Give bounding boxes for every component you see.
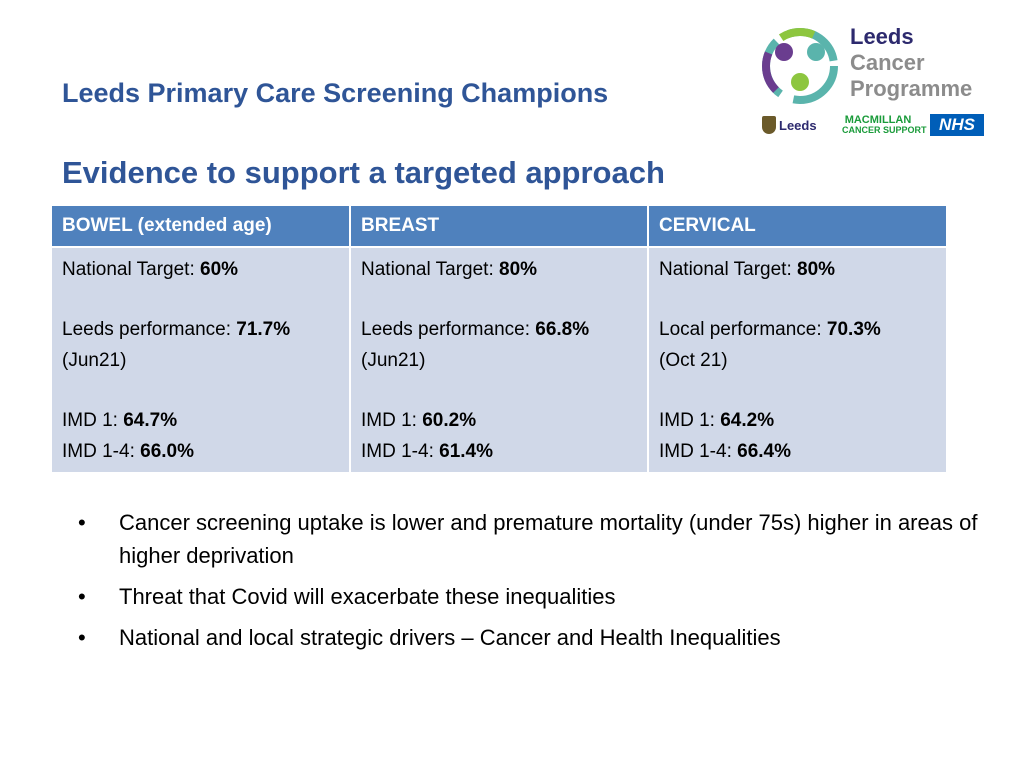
imd1-label: IMD 1:: [361, 410, 423, 431]
logo-line-leeds: Leeds: [850, 24, 914, 49]
target-label: National Target:: [62, 259, 201, 280]
imd1-4-label: IMD 1-4:: [659, 441, 738, 462]
leeds-city-council-logo: Leeds: [762, 116, 817, 134]
performance: Local performance: 70.3%: [659, 314, 936, 345]
performance-value: 70.3%: [826, 319, 881, 340]
target-label: National Target:: [361, 259, 500, 280]
logo: Leeds Cancer Programme Leeds MACMILLAN C…: [760, 22, 1000, 142]
logo-line-programme: Programme: [850, 76, 973, 101]
leeds-crest-icon: [762, 116, 776, 134]
performance-date: (Jun21): [361, 350, 426, 371]
imd1-label: IMD 1:: [62, 410, 124, 431]
nhs-logo: NHS: [930, 114, 984, 136]
imd1-4-value: 61.4%: [439, 441, 493, 462]
table-header-row: BOWEL (extended age) BREAST CERVICAL: [52, 206, 946, 247]
bullet-list: • Cancer screening uptake is lower and pr…: [78, 506, 1018, 662]
slide-title: Leeds Primary Care Screening Champions: [62, 78, 609, 108]
table-row: National Target: 60% Leeds performance: …: [52, 246, 946, 472]
national-target: National Target: 80%: [659, 254, 936, 285]
imd1-4: IMD 1-4: 66.4%: [659, 436, 936, 467]
macmillan-subtext: CANCER SUPPORT: [842, 125, 927, 135]
performance-label: Leeds performance:: [62, 319, 237, 340]
performance-date: (Jun21): [62, 350, 127, 371]
national-target: National Target: 80%: [361, 254, 637, 285]
macmillan-text: MACMILLAN: [844, 114, 912, 126]
list-item: • Threat that Covid will exacerbate these…: [78, 580, 1018, 613]
bowel-cell: National Target: 60% Leeds performance: …: [52, 246, 351, 472]
performance: Leeds performance: 71.7%: [62, 314, 339, 345]
partner-logos: Leeds MACMILLAN CANCER SUPPORT NHS: [762, 114, 992, 138]
national-target: National Target: 60%: [62, 254, 339, 285]
slide-subtitle: Evidence to support a targeted approach: [62, 155, 665, 190]
performance-label: Local performance:: [659, 319, 827, 340]
list-item: • Cancer screening uptake is lower and pr…: [78, 506, 1018, 572]
leeds-cancer-programme-logo-icon: [762, 28, 838, 104]
list-item: • National and local strategic drivers – …: [78, 621, 1018, 654]
logo-line-cancer: Cancer: [850, 50, 925, 75]
imd1-value: 64.7%: [123, 410, 178, 431]
target-value: 80%: [797, 259, 836, 280]
imd1-value: 60.2%: [422, 410, 477, 431]
imd1-4-value: 66.0%: [140, 441, 194, 462]
imd1-4: IMD 1-4: 66.0%: [62, 436, 339, 467]
column-header-cervical: CERVICAL: [648, 206, 946, 247]
cervical-cell: National Target: 80% Local performance: …: [648, 246, 946, 472]
performance: Leeds performance: 66.8%: [361, 314, 637, 345]
bullet-icon: •: [78, 625, 86, 650]
imd1: IMD 1: 60.2%: [361, 405, 637, 436]
imd1-4-label: IMD 1-4:: [361, 441, 440, 462]
imd1-4-value: 66.4%: [737, 441, 791, 462]
target-value: 60%: [200, 259, 239, 280]
bullet-text: Cancer screening uptake is lower and pre…: [119, 510, 978, 568]
performance-date: (Oct 21): [659, 350, 728, 371]
macmillan-logo: MACMILLAN CANCER SUPPORT: [842, 114, 927, 135]
bullet-text: Threat that Covid will exacerbate these …: [119, 584, 616, 609]
imd1-4-label: IMD 1-4:: [62, 441, 141, 462]
breast-cell: National Target: 80% Leeds performance: …: [350, 246, 649, 472]
bullet-icon: •: [78, 510, 86, 535]
column-header-breast: BREAST: [350, 206, 649, 247]
imd1: IMD 1: 64.7%: [62, 405, 339, 436]
column-header-bowel: BOWEL (extended age): [52, 206, 351, 247]
screening-evidence-table: BOWEL (extended age) BREAST CERVICAL Nat…: [52, 206, 946, 472]
performance-label: Leeds performance:: [361, 319, 536, 340]
bullet-icon: •: [78, 584, 86, 609]
imd1-label: IMD 1:: [659, 410, 721, 431]
target-value: 80%: [499, 259, 538, 280]
imd1-4: IMD 1-4: 61.4%: [361, 436, 637, 467]
performance-value: 71.7%: [236, 319, 291, 340]
imd1-value: 64.2%: [720, 410, 775, 431]
target-label: National Target:: [659, 259, 798, 280]
bullet-text: National and local strategic drivers – C…: [119, 625, 781, 650]
imd1: IMD 1: 64.2%: [659, 405, 936, 436]
performance-value: 66.8%: [535, 319, 590, 340]
leeds-council-text: Leeds: [779, 118, 817, 133]
